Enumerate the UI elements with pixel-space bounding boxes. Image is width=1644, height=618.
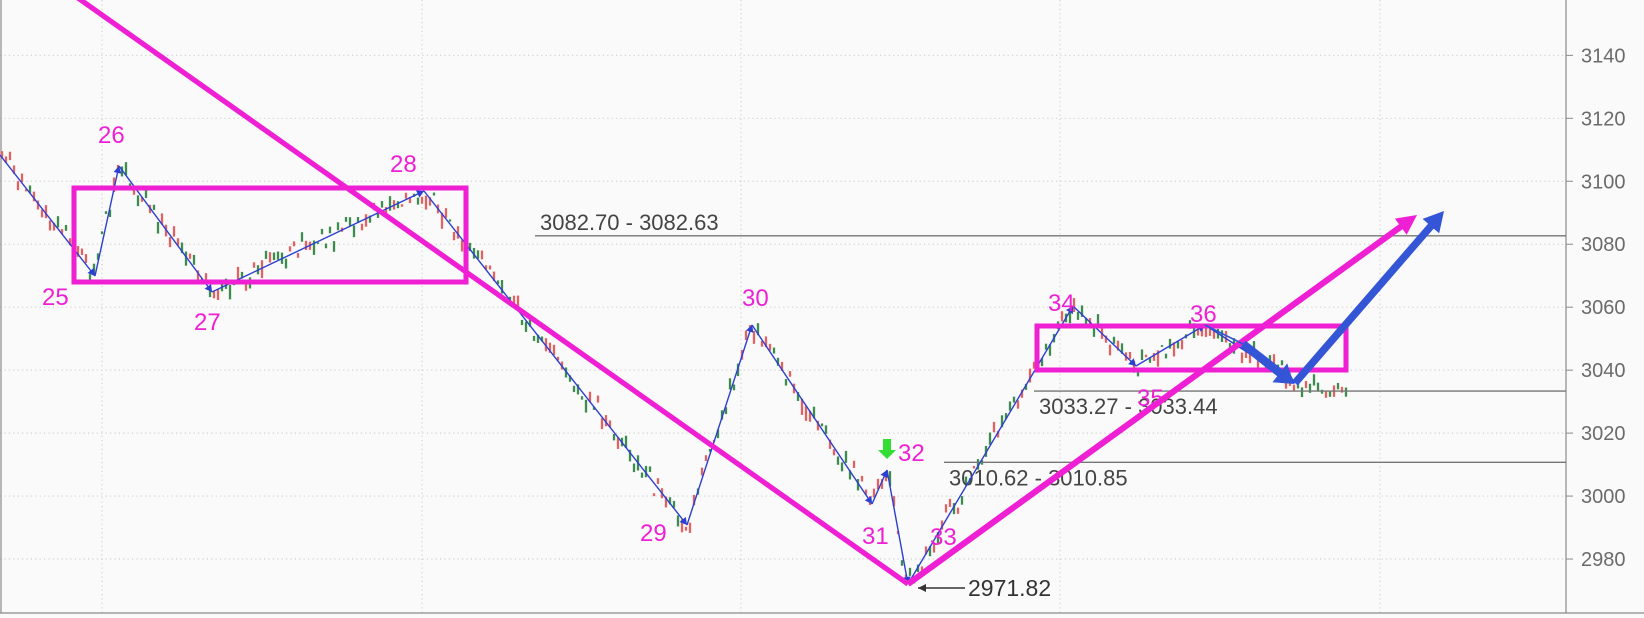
svg-text:3082.70 - 3082.63: 3082.70 - 3082.63 [540,210,719,235]
svg-text:28: 28 [390,151,417,178]
svg-text:2971.82: 2971.82 [968,575,1051,601]
svg-text:34: 34 [1048,290,1075,317]
svg-text:3020: 3020 [1581,423,1626,445]
svg-text:36: 36 [1190,301,1217,328]
svg-text:30: 30 [742,285,769,312]
svg-text:2980: 2980 [1581,549,1626,571]
svg-text:32: 32 [898,440,925,467]
svg-text:3000: 3000 [1581,486,1626,508]
svg-text:29: 29 [640,520,667,547]
svg-text:3033.27 - 3033.44: 3033.27 - 3033.44 [1039,394,1218,419]
svg-text:3120: 3120 [1581,108,1626,130]
svg-text:35: 35 [1137,385,1164,412]
svg-text:25: 25 [42,284,69,311]
svg-text:3080: 3080 [1581,234,1626,256]
svg-text:33: 33 [930,524,957,551]
svg-text:31: 31 [862,523,889,550]
svg-text:27: 27 [194,309,221,336]
svg-text:3040: 3040 [1581,360,1626,382]
svg-text:26: 26 [98,122,125,149]
svg-text:3100: 3100 [1581,171,1626,193]
svg-text:3140: 3140 [1581,45,1626,67]
svg-text:3160: 3160 [1581,0,1626,4]
svg-text:3060: 3060 [1581,297,1626,319]
